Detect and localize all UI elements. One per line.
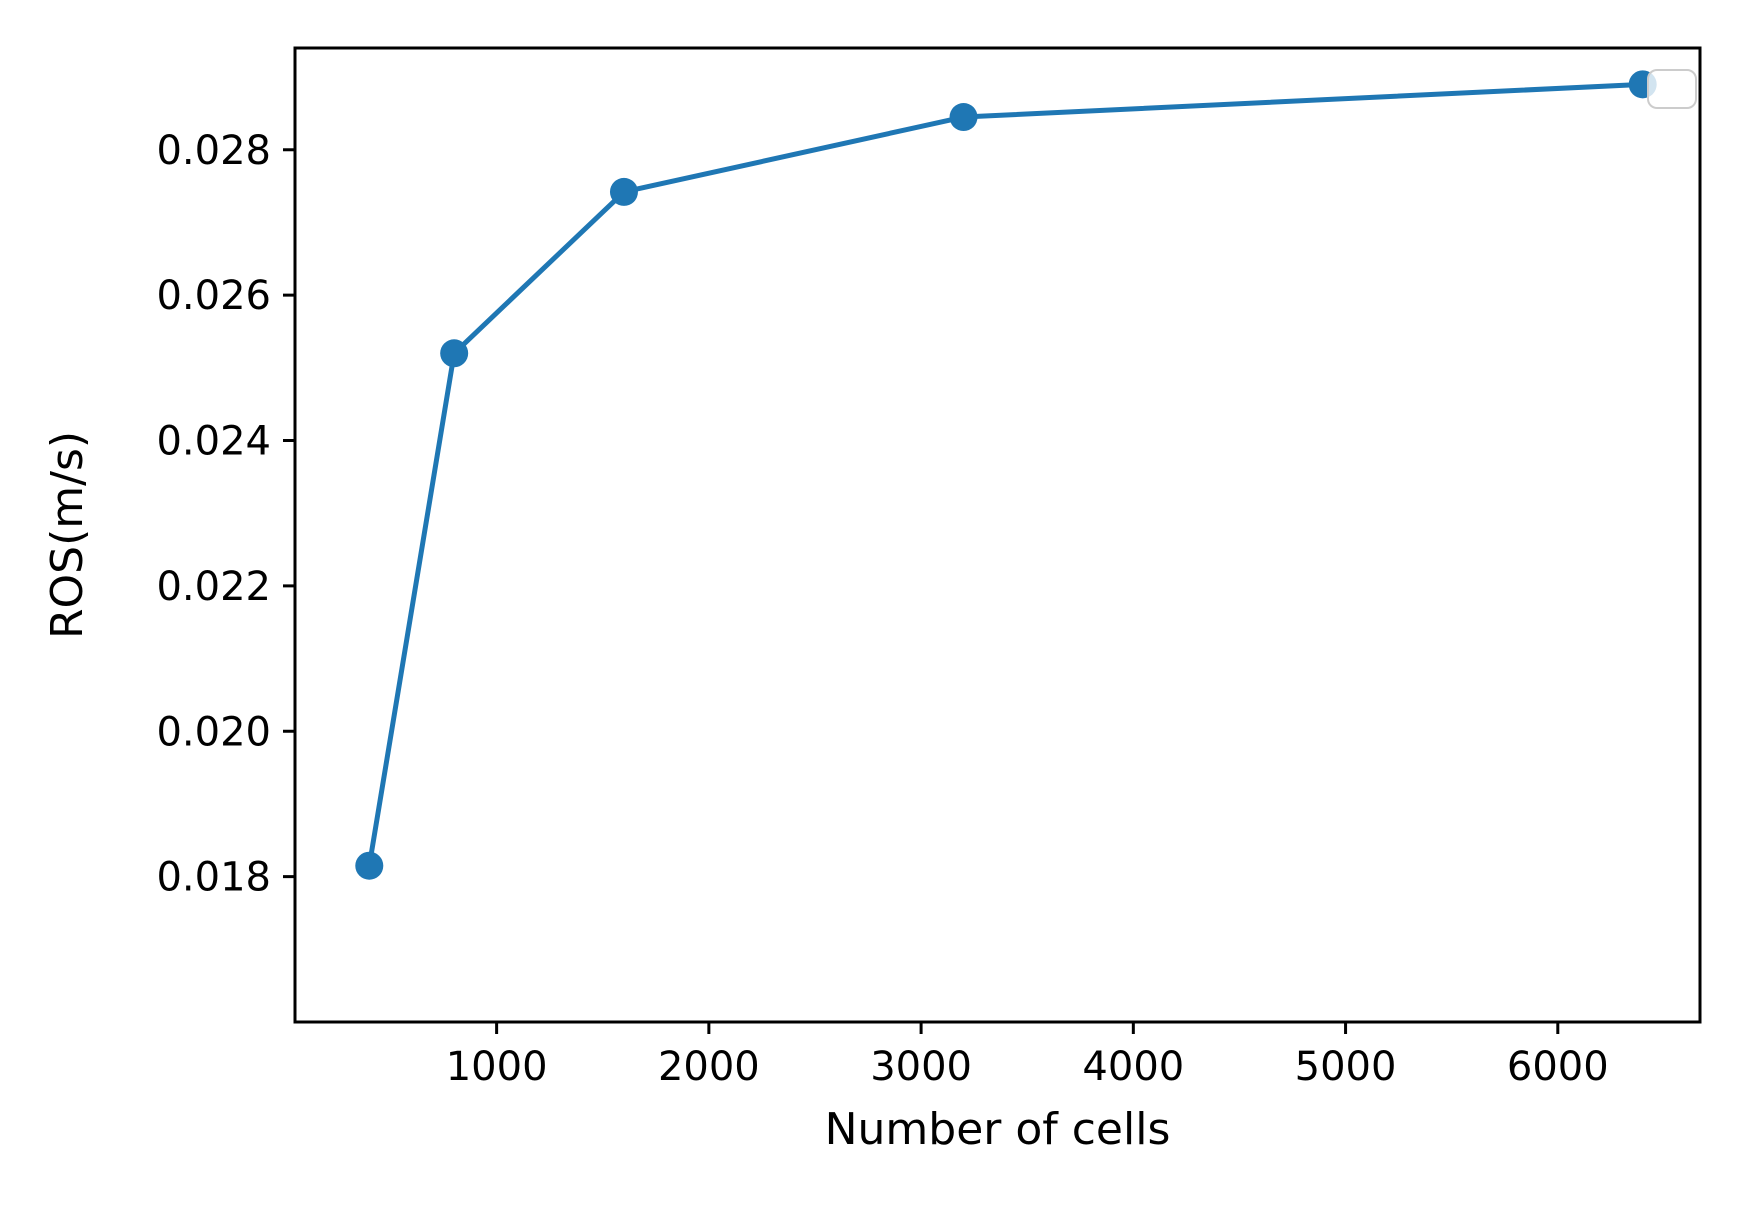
data-point-marker bbox=[609, 177, 638, 206]
data-point-marker bbox=[355, 851, 384, 880]
y-tick-label: 0.028 bbox=[156, 128, 271, 174]
legend-box bbox=[1647, 69, 1697, 109]
y-tick-label: 0.022 bbox=[156, 564, 271, 610]
x-tick-label: 3000 bbox=[870, 1044, 972, 1090]
x-tick-label: 2000 bbox=[658, 1044, 760, 1090]
y-axis-label: ROS(m/s) bbox=[42, 431, 93, 639]
axes-spines bbox=[293, 46, 1702, 1024]
data-point-marker bbox=[440, 339, 469, 368]
y-tick-label: 0.020 bbox=[156, 709, 271, 755]
y-tick-label: 0.018 bbox=[156, 855, 271, 901]
data-point-marker bbox=[949, 103, 978, 132]
x-tick-label: 4000 bbox=[1082, 1044, 1184, 1090]
x-tick-label: 1000 bbox=[446, 1044, 548, 1090]
y-tick-label: 0.024 bbox=[156, 419, 271, 465]
x-tick-label: 6000 bbox=[1507, 1044, 1609, 1090]
y-tick-label: 0.026 bbox=[156, 273, 271, 319]
x-axis-label: Number of cells bbox=[825, 1104, 1171, 1155]
data-line bbox=[366, 81, 1646, 869]
x-tick-label: 5000 bbox=[1295, 1044, 1397, 1090]
